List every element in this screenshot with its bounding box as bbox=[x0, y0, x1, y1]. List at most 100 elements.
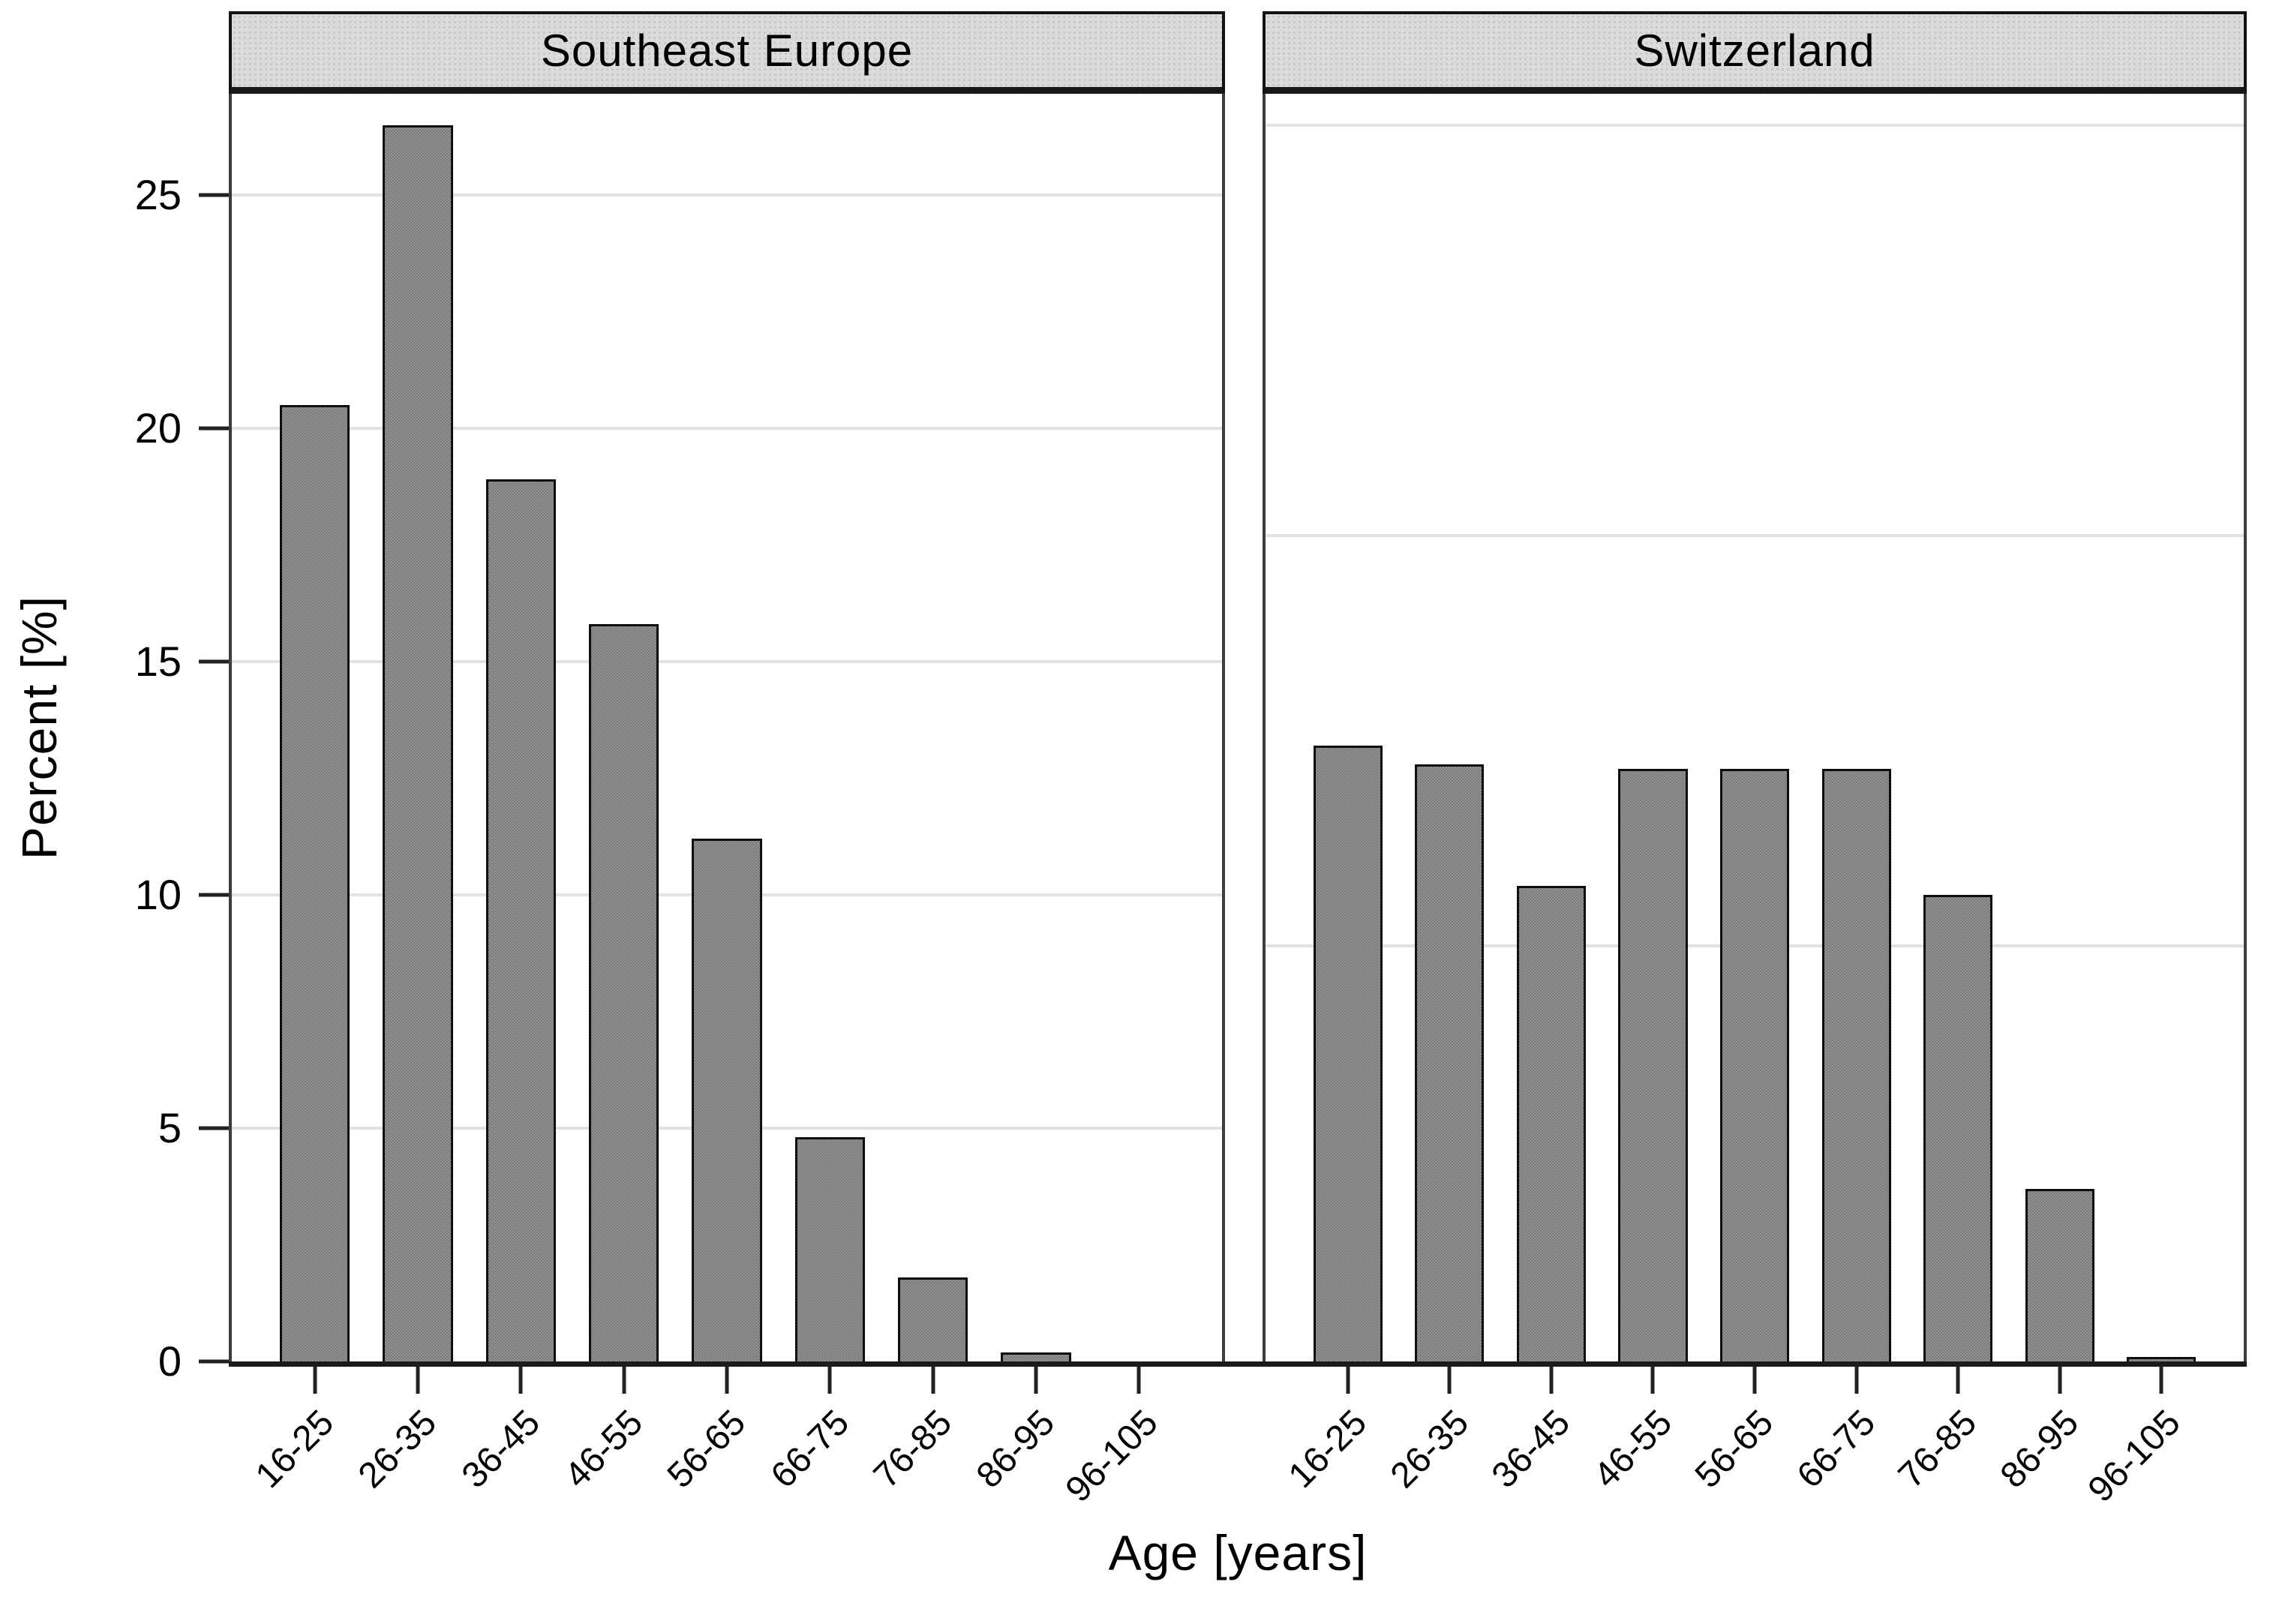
bar-slot-96-105 bbox=[1088, 94, 1191, 1361]
x-tick-slot bbox=[984, 1367, 1087, 1397]
x-tick-slot bbox=[779, 1367, 881, 1397]
x-tick-mark bbox=[1854, 1367, 1859, 1394]
plot-area bbox=[1263, 94, 2247, 1367]
x-tick-slot bbox=[1907, 1367, 2009, 1397]
gridline bbox=[1266, 534, 2244, 538]
x-tick-slot bbox=[470, 1367, 572, 1397]
x-tick-slot bbox=[572, 1367, 675, 1397]
x-tick-label: 26-35 bbox=[1383, 1402, 1476, 1496]
bar-slot-56-65 bbox=[675, 94, 778, 1361]
y-tick-mark bbox=[199, 193, 229, 197]
x-tick-mark bbox=[622, 1367, 626, 1394]
x-tick-slot bbox=[2111, 1367, 2213, 1397]
gridline bbox=[232, 426, 1222, 430]
x-tick-slot bbox=[1602, 1367, 1704, 1397]
x-tick-mark bbox=[313, 1367, 317, 1394]
x-tick-mark bbox=[931, 1367, 935, 1394]
bar-slot-46-55 bbox=[1602, 94, 1704, 1361]
bar-slot-76-85 bbox=[881, 94, 984, 1361]
plot-area bbox=[229, 94, 1225, 1367]
bar-36-45 bbox=[1516, 885, 1586, 1361]
bar-96-105 bbox=[2127, 1356, 2196, 1361]
x-tick-label: 76-85 bbox=[1891, 1402, 1985, 1496]
facet-panel-switzerland: Switzerland bbox=[1263, 11, 2247, 1367]
bar-slot-16-25 bbox=[263, 94, 366, 1361]
x-axis-line bbox=[229, 1361, 2247, 1367]
bar-slot-66-75 bbox=[779, 94, 881, 1361]
x-tick-label: 46-55 bbox=[557, 1402, 651, 1496]
y-tick-label: 20 bbox=[134, 404, 182, 452]
gridline bbox=[232, 659, 1222, 663]
x-tick-slot bbox=[366, 1367, 469, 1397]
y-axis-tick-labels: 0 5 10 15 20 25 bbox=[0, 94, 188, 1382]
x-tick-slot bbox=[1297, 1367, 1399, 1397]
y-tick-label: 10 bbox=[134, 870, 182, 918]
x-tick-slot bbox=[675, 1367, 778, 1397]
x-tick-slot bbox=[1806, 1367, 1908, 1397]
x-axis-title: Age [years] bbox=[1108, 1525, 1368, 1580]
x-tick-label: 86-95 bbox=[969, 1402, 1063, 1496]
x-tick-mark bbox=[1549, 1367, 1554, 1394]
x-tick-label: 36-45 bbox=[454, 1402, 548, 1496]
x-tick-mark bbox=[1034, 1367, 1038, 1394]
y-tick-mark bbox=[199, 893, 229, 897]
bars-row bbox=[232, 94, 1222, 1361]
bar-slot-56-65 bbox=[1704, 94, 1806, 1361]
bar-slot-96-105 bbox=[2111, 94, 2213, 1361]
x-tick-label: 86-95 bbox=[1992, 1402, 2087, 1496]
bar-slot-86-95 bbox=[984, 94, 1087, 1361]
bar-slot-26-35 bbox=[366, 94, 469, 1361]
bar-36-45 bbox=[485, 479, 556, 1361]
x-tick-label: 66-75 bbox=[1789, 1402, 1883, 1496]
y-axis-tick-marks bbox=[194, 94, 229, 1364]
x-tick-mark bbox=[1752, 1367, 1757, 1394]
x-tick-slot bbox=[881, 1367, 984, 1397]
x-tick-mark bbox=[1447, 1367, 1452, 1394]
bar-86-95 bbox=[1001, 1352, 1071, 1361]
x-tick-label: 56-65 bbox=[1688, 1402, 1782, 1496]
x-tick-label: 16-25 bbox=[248, 1402, 342, 1496]
y-tick-label: 15 bbox=[134, 637, 182, 685]
x-tick-slot bbox=[2009, 1367, 2111, 1397]
x-tick-mark bbox=[1650, 1367, 1655, 1394]
bar-slot-36-45 bbox=[470, 94, 572, 1361]
bar-16-25 bbox=[1313, 745, 1383, 1361]
bar-46-55 bbox=[588, 624, 659, 1361]
x-tick-label: 26-35 bbox=[351, 1402, 445, 1496]
bar-66-75 bbox=[1821, 769, 1891, 1361]
gridline bbox=[1266, 123, 2244, 127]
bar-slot-46-55 bbox=[572, 94, 675, 1361]
bar-76-85 bbox=[1923, 895, 1993, 1361]
bar-76-85 bbox=[897, 1277, 968, 1361]
bar-86-95 bbox=[2025, 1188, 2094, 1361]
y-tick-mark bbox=[199, 659, 229, 664]
facet-strip-label: Southeast Europe bbox=[540, 26, 914, 76]
y-tick-mark bbox=[199, 1359, 229, 1364]
y-tick-label: 25 bbox=[134, 170, 182, 218]
bar-slot-36-45 bbox=[1500, 94, 1602, 1361]
x-axis-tick-marks bbox=[232, 1367, 1222, 1397]
y-tick-label: 5 bbox=[158, 1103, 182, 1151]
bar-slot-16-25 bbox=[1297, 94, 1399, 1361]
y-tick-mark bbox=[199, 1126, 229, 1130]
facet-strip-label: Switzerland bbox=[1634, 26, 1875, 76]
bar-slot-76-85 bbox=[1907, 94, 2009, 1361]
gridline bbox=[232, 193, 1222, 197]
bars-row bbox=[1266, 94, 2244, 1361]
x-axis-tick-marks bbox=[1266, 1367, 2244, 1397]
x-tick-label: 46-55 bbox=[1586, 1402, 1680, 1496]
x-tick-slot bbox=[1500, 1367, 1602, 1397]
x-tick-label: 56-65 bbox=[660, 1402, 754, 1496]
x-tick-slot bbox=[1088, 1367, 1191, 1397]
x-tick-label: 36-45 bbox=[1484, 1402, 1578, 1496]
bar-56-65 bbox=[692, 839, 762, 1361]
bar-26-35 bbox=[1415, 764, 1485, 1361]
bar-slot-26-35 bbox=[1399, 94, 1501, 1361]
bar-26-35 bbox=[383, 125, 453, 1361]
y-tick-mark bbox=[199, 426, 229, 431]
x-tick-mark bbox=[2058, 1367, 2062, 1394]
x-tick-label: 16-25 bbox=[1281, 1402, 1375, 1496]
x-tick-label: 66-75 bbox=[763, 1402, 857, 1496]
facet-strip: Switzerland bbox=[1263, 11, 2247, 94]
x-tick-slot bbox=[263, 1367, 366, 1397]
